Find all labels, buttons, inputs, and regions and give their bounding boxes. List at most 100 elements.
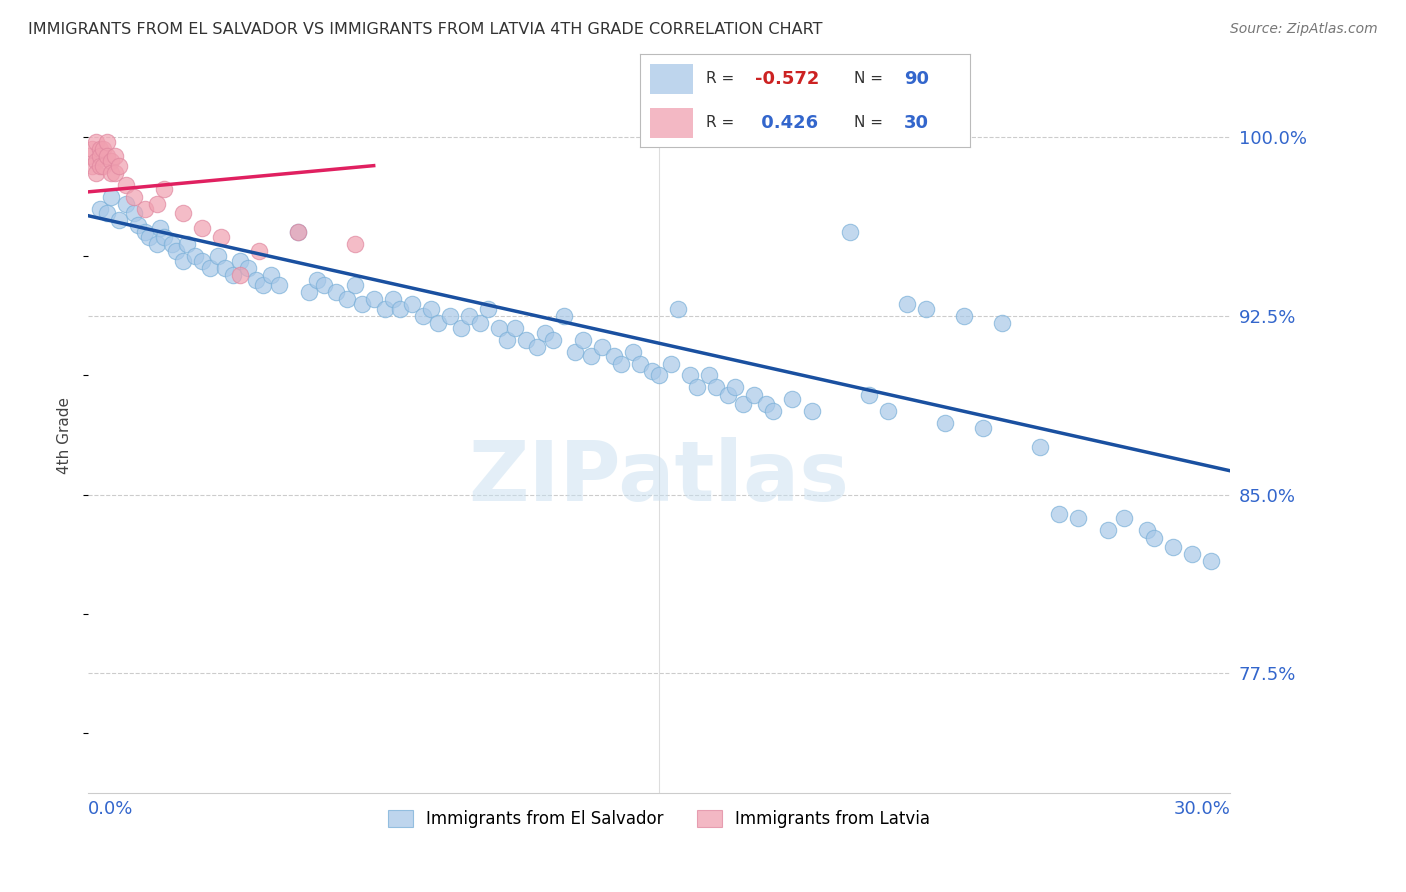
Point [952, 309, 974, 323]
Legend: Immigrants from El Salvador, Immigrants from Latvia: Immigrants from El Salvador, Immigrants … [381, 803, 938, 834]
Point [198, 261, 221, 276]
Point [127, 219, 149, 233]
Point [896, 297, 918, 311]
Point [336, 292, 359, 306]
Point [149, 220, 172, 235]
Point [579, 350, 602, 364]
Point [115, 196, 138, 211]
Point [153, 182, 176, 196]
Text: N =: N = [855, 71, 883, 87]
Point [991, 316, 1014, 330]
Point [496, 333, 519, 347]
Point [172, 254, 194, 268]
Point [93, 159, 115, 173]
Text: 30: 30 [904, 114, 929, 132]
Point [138, 230, 160, 244]
Text: 30.0%: 30.0% [1174, 800, 1230, 818]
Point [134, 226, 156, 240]
Point [245, 273, 267, 287]
Point [229, 268, 252, 283]
Text: -0.572: -0.572 [755, 70, 820, 87]
Point [100, 189, 122, 203]
Point [104, 149, 127, 163]
Point [1047, 507, 1070, 521]
Point [553, 309, 575, 323]
Point [381, 292, 404, 306]
Point [107, 159, 129, 173]
Point [287, 226, 309, 240]
Point [176, 237, 198, 252]
Point [686, 380, 709, 394]
Text: 90: 90 [904, 70, 929, 87]
Text: 0.426: 0.426 [755, 114, 818, 132]
Point [305, 273, 328, 287]
Point [526, 340, 548, 354]
Bar [650, 64, 693, 94]
Point [207, 249, 229, 263]
Point [610, 357, 633, 371]
Point [89, 142, 111, 156]
Point [172, 206, 194, 220]
Point [401, 297, 423, 311]
Point [1097, 524, 1119, 538]
Point [1029, 440, 1052, 454]
Point [134, 202, 156, 216]
Point [249, 244, 271, 259]
Point [591, 340, 613, 354]
Point [96, 206, 118, 220]
Point [762, 404, 785, 418]
Point [80, 159, 103, 173]
Point [439, 309, 461, 323]
Point [236, 261, 259, 276]
Point [470, 316, 492, 330]
Point [104, 166, 127, 180]
Point [640, 364, 662, 378]
Point [666, 301, 689, 316]
Point [84, 135, 107, 149]
Point [89, 202, 111, 216]
Point [488, 320, 510, 334]
Point [724, 380, 747, 394]
Point [1135, 524, 1157, 538]
Point [214, 261, 236, 276]
Point [717, 387, 740, 401]
Point [287, 226, 309, 240]
Point [252, 277, 274, 292]
Point [572, 333, 595, 347]
Point [84, 166, 107, 180]
Point [412, 309, 434, 323]
Text: Source: ZipAtlas.com: Source: ZipAtlas.com [1230, 22, 1378, 37]
Point [419, 301, 441, 316]
Point [858, 387, 880, 401]
Point [96, 149, 118, 163]
Point [93, 142, 115, 156]
Point [314, 277, 336, 292]
Text: N =: N = [855, 115, 883, 130]
Point [704, 380, 727, 394]
Point [209, 230, 232, 244]
Point [184, 249, 207, 263]
Point [427, 316, 450, 330]
Point [755, 397, 778, 411]
Text: IMMIGRANTS FROM EL SALVADOR VS IMMIGRANTS FROM LATVIA 4TH GRADE CORRELATION CHAR: IMMIGRANTS FROM EL SALVADOR VS IMMIGRANT… [28, 22, 823, 37]
Point [89, 159, 111, 173]
Point [1181, 547, 1204, 561]
Point [165, 244, 187, 259]
Point [1112, 511, 1135, 525]
Point [503, 320, 526, 334]
Point [352, 297, 374, 311]
Text: R =: R = [706, 115, 734, 130]
Point [100, 166, 122, 180]
Point [1067, 511, 1090, 525]
Point [267, 277, 290, 292]
Point [145, 196, 167, 211]
Point [697, 368, 720, 383]
Point [782, 392, 804, 407]
Point [325, 285, 347, 299]
Point [84, 153, 107, 168]
Point [363, 292, 385, 306]
Point [191, 254, 214, 268]
Point [621, 344, 644, 359]
Point [77, 149, 100, 163]
Point [89, 149, 111, 163]
